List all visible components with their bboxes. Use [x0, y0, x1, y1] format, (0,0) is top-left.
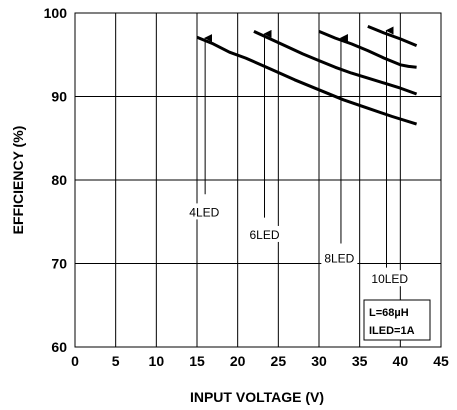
y-tick-label: 100 — [44, 5, 68, 21]
conditions-box-frame — [363, 299, 431, 341]
x-axis-ticks: 0 5 10 15 20 25 30 35 40 45 — [71, 353, 449, 369]
series-line-8led — [318, 30, 417, 69]
x-tick-label: 20 — [230, 353, 246, 369]
y-tick-label: 60 — [51, 339, 67, 355]
annotation-label-10led: 10LED — [371, 272, 408, 286]
x-tick-label: 25 — [271, 353, 287, 369]
y-tick-label: 80 — [51, 172, 67, 188]
x-tick-label: 5 — [112, 353, 120, 369]
series-line-10led — [367, 25, 418, 47]
x-tick-label: 0 — [71, 353, 79, 369]
series-line-6led — [253, 30, 418, 96]
x-tick-label: 15 — [189, 353, 205, 369]
conditions-box: L=68µH ILED=1A — [363, 299, 431, 341]
x-tick-label: 45 — [433, 353, 449, 369]
x-tick-label: 40 — [393, 353, 409, 369]
y-axis-ticks: 60 70 80 90 100 — [44, 5, 68, 355]
annotation-label-background — [186, 203, 223, 220]
grid-lines — [75, 13, 441, 347]
x-tick-label: 35 — [352, 353, 368, 369]
x-tick-label: 30 — [311, 353, 327, 369]
annotation-label-background — [321, 249, 358, 266]
y-tick-label: 70 — [51, 256, 67, 272]
note-line-1: L=68µH — [369, 307, 409, 319]
note-line-2: ILED=1A — [369, 325, 415, 337]
series-lines — [196, 25, 418, 126]
x-tick-label: 10 — [149, 353, 165, 369]
annotation-label-background — [246, 225, 283, 242]
series-line-4led — [196, 35, 418, 126]
x-axis-title: INPUT VOLTAGE (V) — [190, 389, 324, 405]
y-tick-label: 90 — [51, 89, 67, 105]
annotation-label-background — [368, 270, 412, 287]
series-annotations: 4LED 6LED 8LED 10LED — [186, 26, 412, 287]
annotation-label-8led: 8LED — [324, 251, 354, 265]
annotation-label-4led: 4LED — [189, 205, 219, 219]
annotation-label-6led: 6LED — [249, 228, 279, 242]
plot-frame — [74, 12, 442, 348]
y-axis-title: EFFICIENCY (%) — [10, 126, 26, 235]
